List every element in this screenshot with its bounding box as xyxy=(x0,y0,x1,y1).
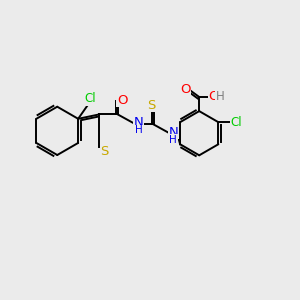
Text: Cl: Cl xyxy=(230,116,242,129)
Text: H: H xyxy=(169,135,177,145)
Text: H: H xyxy=(216,91,224,103)
Text: Cl: Cl xyxy=(84,92,96,105)
Text: S: S xyxy=(147,99,155,112)
Text: O: O xyxy=(117,94,127,107)
Text: O: O xyxy=(180,83,190,96)
Text: N: N xyxy=(168,125,178,139)
Text: O: O xyxy=(209,91,219,103)
Text: N: N xyxy=(134,116,143,129)
Text: H: H xyxy=(135,125,142,135)
Text: S: S xyxy=(100,145,109,158)
